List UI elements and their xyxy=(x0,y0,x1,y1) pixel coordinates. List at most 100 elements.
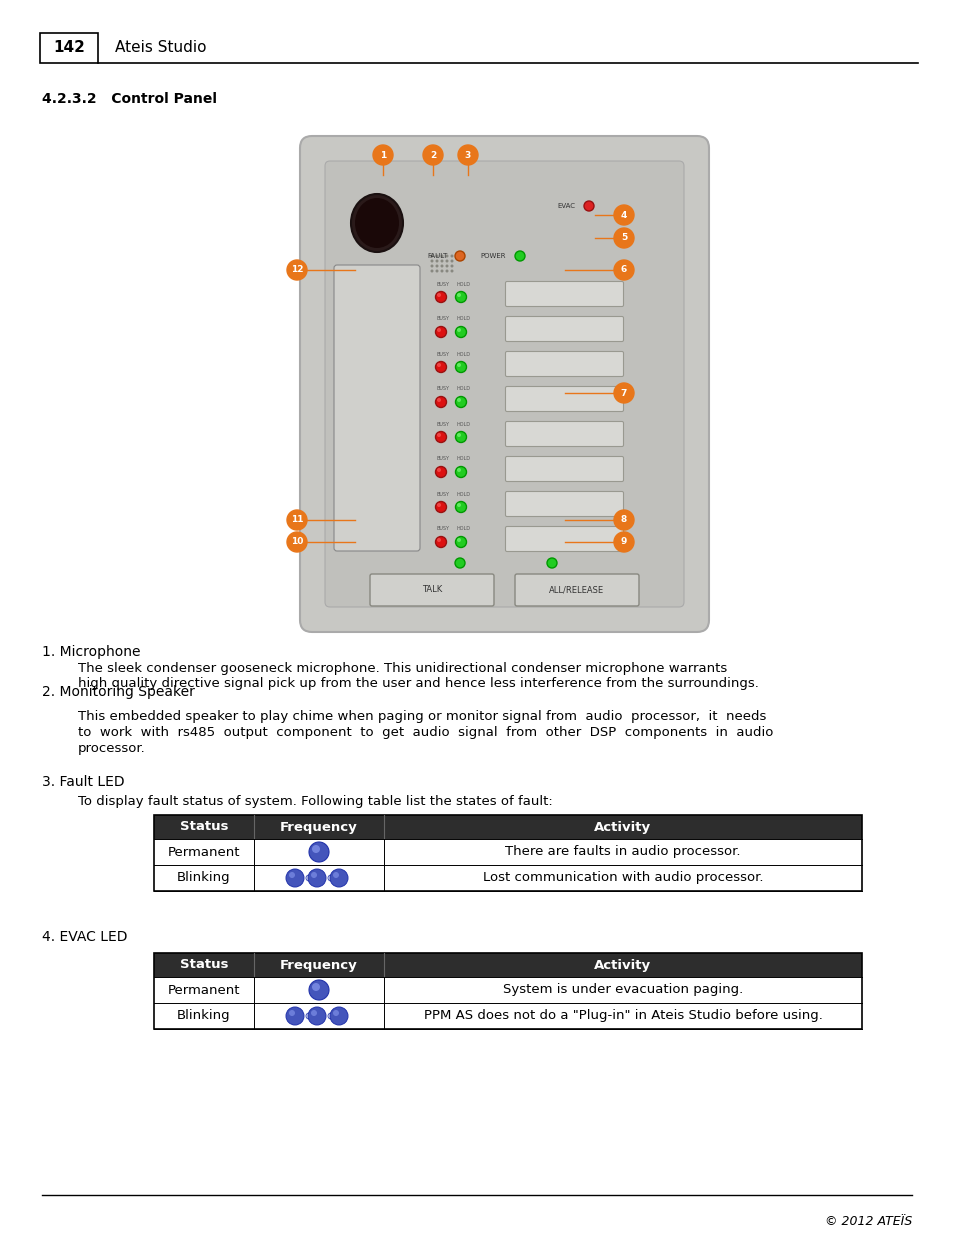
Bar xyxy=(153,953,862,1029)
Circle shape xyxy=(333,1010,338,1016)
Circle shape xyxy=(614,532,634,552)
Text: FAULT: FAULT xyxy=(427,253,447,259)
Text: Status: Status xyxy=(179,820,228,834)
Circle shape xyxy=(311,1010,316,1016)
Circle shape xyxy=(435,396,446,408)
Bar xyxy=(153,864,862,890)
Text: 3: 3 xyxy=(464,151,471,159)
Text: 142: 142 xyxy=(53,41,85,56)
Bar xyxy=(153,977,862,1003)
Text: 4. EVAC LED: 4. EVAC LED xyxy=(42,930,128,944)
Circle shape xyxy=(328,876,334,881)
Circle shape xyxy=(436,398,440,403)
Text: TALK: TALK xyxy=(421,585,441,594)
Circle shape xyxy=(435,536,446,547)
Text: Lost communication with audio processor.: Lost communication with audio processor. xyxy=(482,872,762,884)
Circle shape xyxy=(614,510,634,530)
Circle shape xyxy=(435,269,438,273)
Circle shape xyxy=(436,363,440,367)
Bar xyxy=(153,953,862,977)
Text: HOLD: HOLD xyxy=(456,352,471,357)
Circle shape xyxy=(614,228,634,248)
Circle shape xyxy=(430,264,433,268)
Text: The sleek condenser gooseneck microphone. This unidirectional condenser micropho: The sleek condenser gooseneck microphone… xyxy=(78,662,726,676)
Circle shape xyxy=(435,254,438,258)
Text: 1: 1 xyxy=(379,151,386,159)
Circle shape xyxy=(435,259,438,263)
Circle shape xyxy=(309,981,329,1000)
Text: HOLD: HOLD xyxy=(456,492,471,496)
FancyBboxPatch shape xyxy=(505,421,623,447)
Circle shape xyxy=(440,264,443,268)
Circle shape xyxy=(286,1007,304,1025)
Circle shape xyxy=(287,261,307,280)
Circle shape xyxy=(330,869,348,887)
Text: System is under evacuation paging.: System is under evacuation paging. xyxy=(502,983,742,997)
Circle shape xyxy=(450,254,453,258)
Circle shape xyxy=(445,264,448,268)
Circle shape xyxy=(430,269,433,273)
Text: BUSY: BUSY xyxy=(436,387,450,391)
Circle shape xyxy=(455,362,466,373)
Text: 1. Microphone: 1. Microphone xyxy=(42,645,140,659)
Circle shape xyxy=(289,872,294,878)
Circle shape xyxy=(435,501,446,513)
Text: POWER: POWER xyxy=(479,253,505,259)
Circle shape xyxy=(456,293,460,296)
Circle shape xyxy=(455,431,466,442)
Text: 11: 11 xyxy=(291,515,303,525)
Text: HOLD: HOLD xyxy=(456,387,471,391)
Circle shape xyxy=(445,269,448,273)
Circle shape xyxy=(312,845,319,853)
Bar xyxy=(153,815,862,890)
Circle shape xyxy=(430,259,433,263)
Circle shape xyxy=(435,326,446,337)
Circle shape xyxy=(450,264,453,268)
Circle shape xyxy=(583,201,594,211)
Circle shape xyxy=(306,876,312,881)
FancyBboxPatch shape xyxy=(505,282,623,306)
Text: 2. Monitoring Speaker: 2. Monitoring Speaker xyxy=(42,685,194,699)
Circle shape xyxy=(333,872,338,878)
Text: BUSY: BUSY xyxy=(436,352,450,357)
Text: 8: 8 xyxy=(620,515,626,525)
Circle shape xyxy=(422,144,442,165)
Text: HOLD: HOLD xyxy=(456,316,471,321)
Circle shape xyxy=(312,983,319,990)
FancyBboxPatch shape xyxy=(505,352,623,377)
Text: 5: 5 xyxy=(620,233,626,242)
Text: BUSY: BUSY xyxy=(436,492,450,496)
FancyBboxPatch shape xyxy=(505,387,623,411)
Circle shape xyxy=(455,326,466,337)
Text: Activity: Activity xyxy=(594,820,651,834)
Text: HOLD: HOLD xyxy=(456,457,471,462)
Text: high quality directive signal pick up from the user and hence less interference : high quality directive signal pick up fr… xyxy=(78,677,758,690)
Text: HOLD: HOLD xyxy=(456,526,471,531)
Text: 10: 10 xyxy=(291,537,303,547)
Text: EVAC: EVAC xyxy=(557,203,575,209)
Circle shape xyxy=(373,144,393,165)
Circle shape xyxy=(456,398,460,403)
Circle shape xyxy=(287,510,307,530)
Circle shape xyxy=(308,869,326,887)
Circle shape xyxy=(289,1010,294,1016)
Text: Frequency: Frequency xyxy=(280,958,357,972)
Text: ALL/RELEASE: ALL/RELEASE xyxy=(549,585,604,594)
Text: To display fault status of system. Following table list the states of fault:: To display fault status of system. Follo… xyxy=(78,795,552,808)
Circle shape xyxy=(456,433,460,437)
Circle shape xyxy=(457,144,477,165)
Text: Permanent: Permanent xyxy=(168,846,240,858)
Text: Status: Status xyxy=(179,958,228,972)
Text: BUSY: BUSY xyxy=(436,457,450,462)
Circle shape xyxy=(440,269,443,273)
Circle shape xyxy=(287,532,307,552)
Circle shape xyxy=(436,433,440,437)
Text: Frequency: Frequency xyxy=(280,820,357,834)
Circle shape xyxy=(308,1007,326,1025)
Text: HOLD: HOLD xyxy=(456,421,471,426)
Circle shape xyxy=(455,501,466,513)
Text: 4.2.3.2   Control Panel: 4.2.3.2 Control Panel xyxy=(42,91,216,106)
Circle shape xyxy=(436,538,440,542)
Circle shape xyxy=(445,254,448,258)
Circle shape xyxy=(430,254,433,258)
